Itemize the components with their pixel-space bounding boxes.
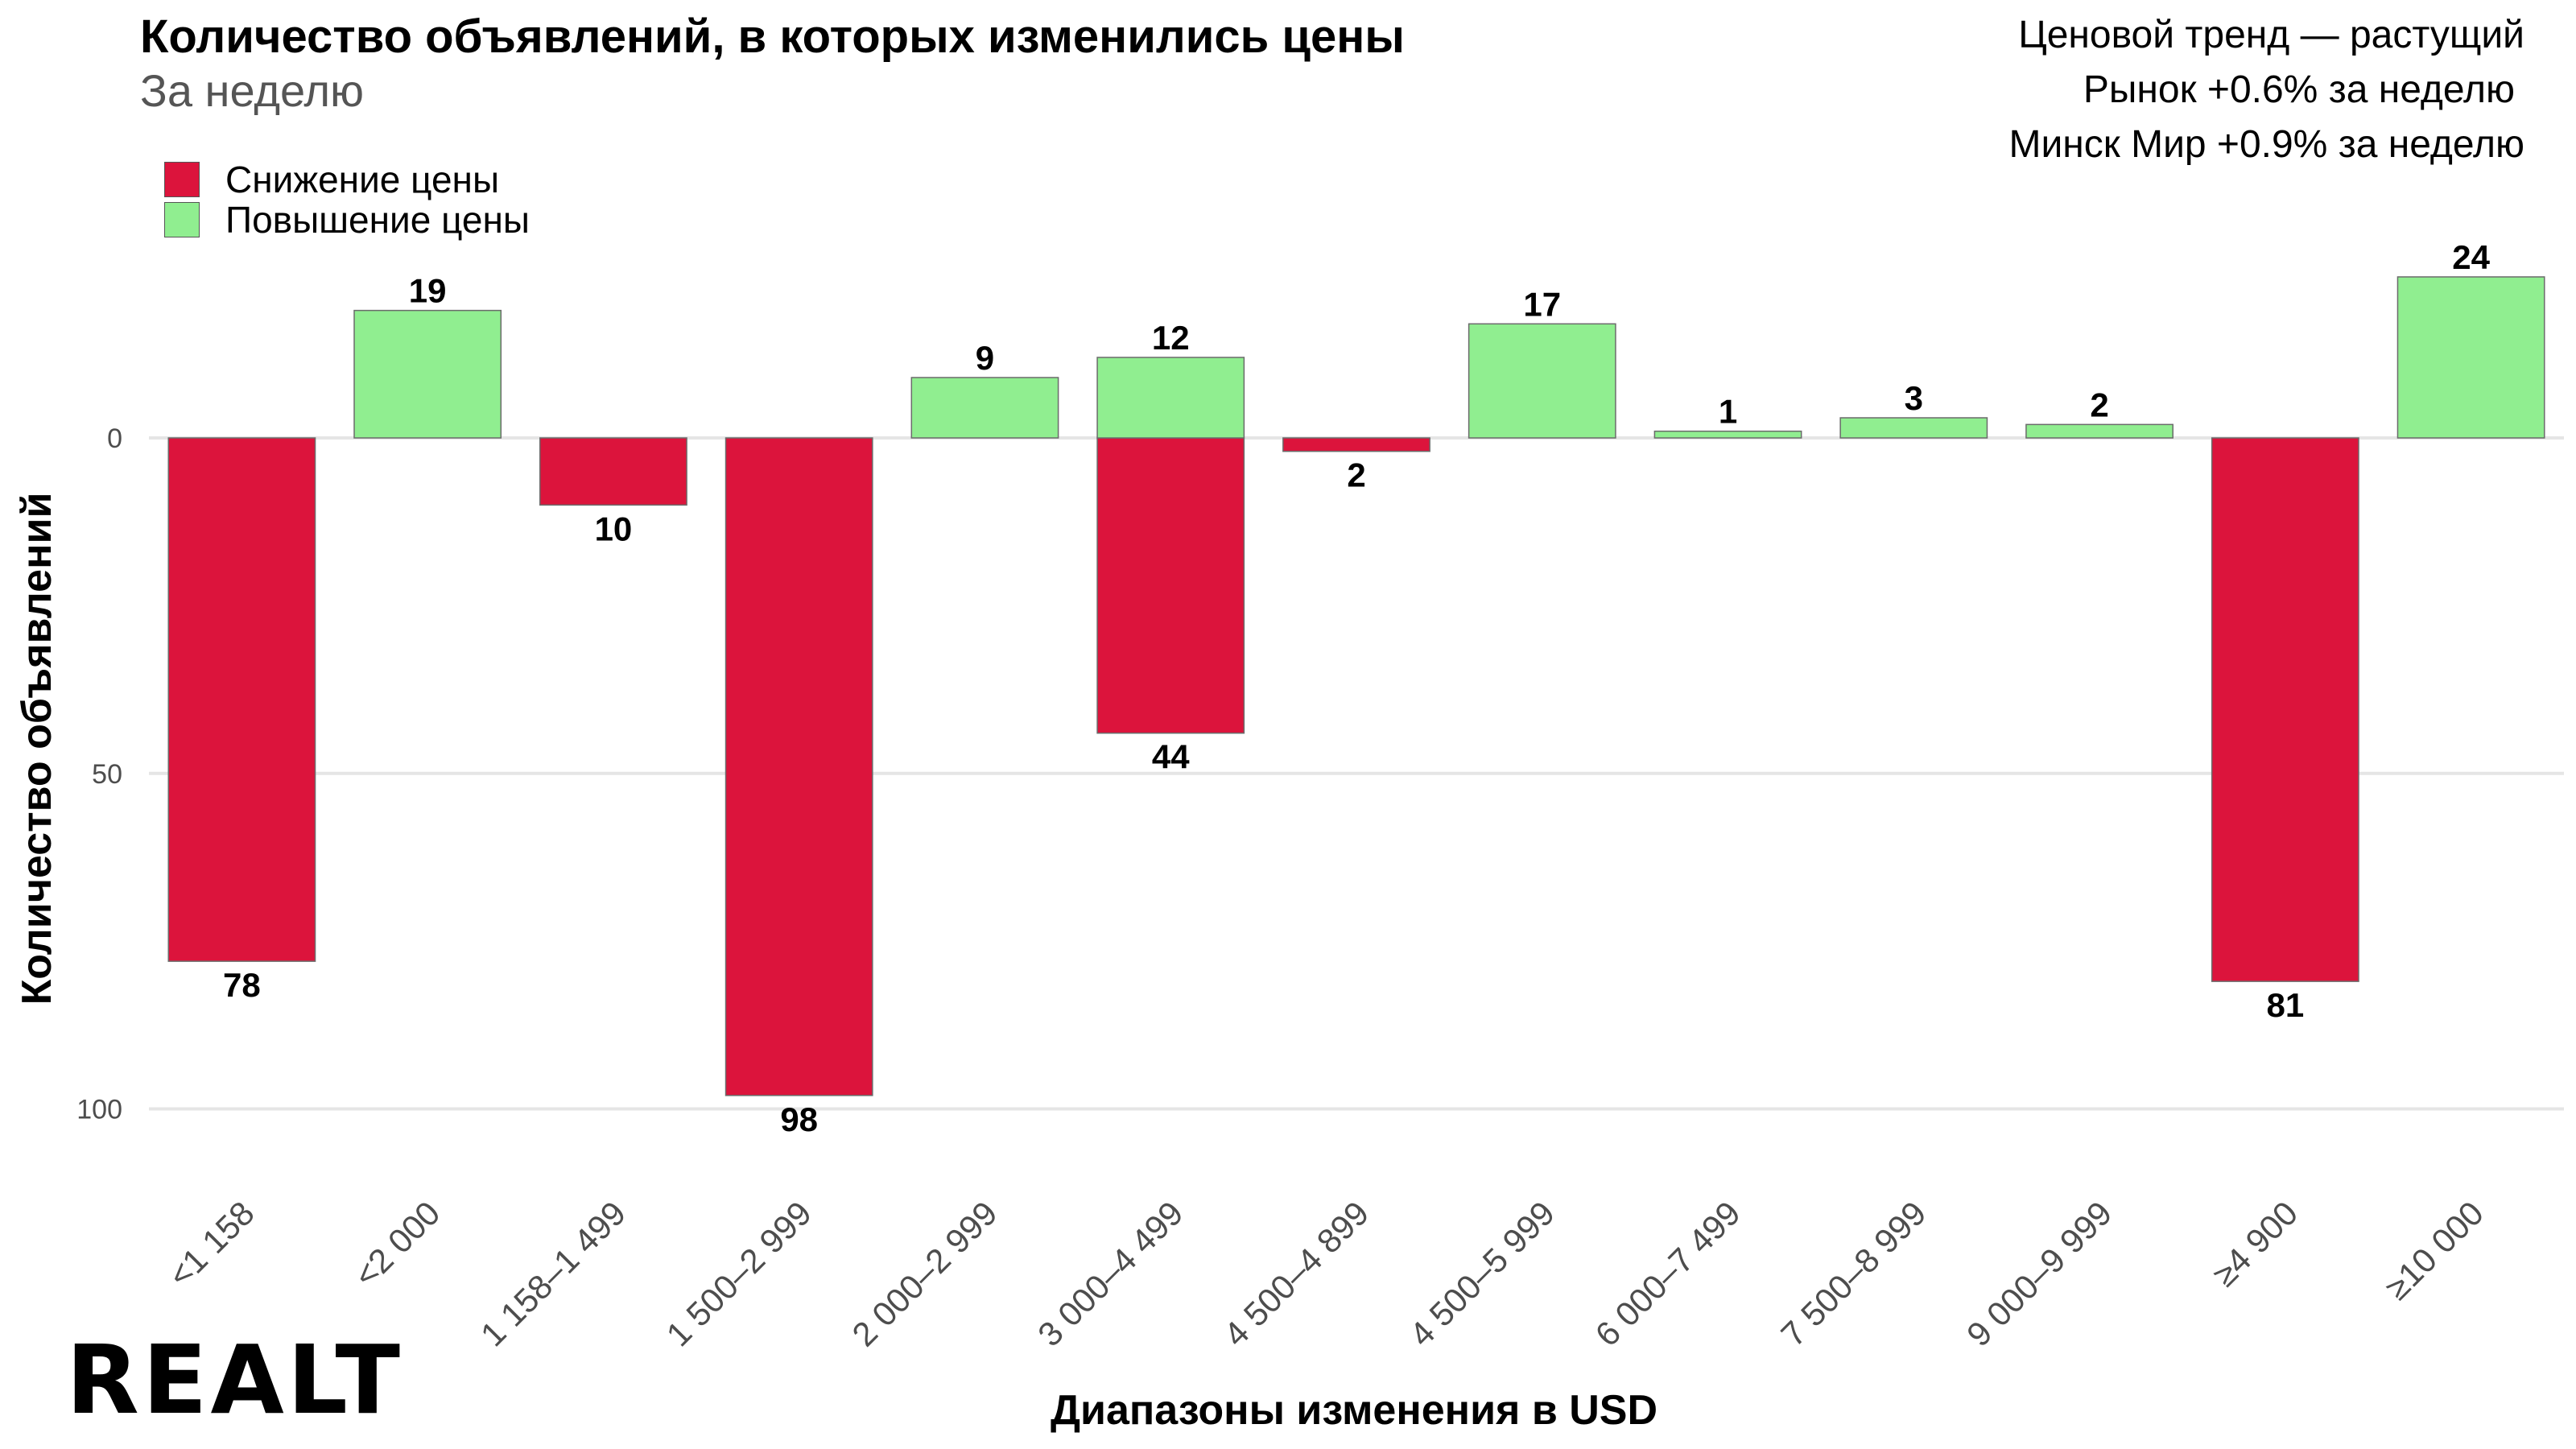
- x-tick-label: 6 000–7 499: [1588, 1194, 1748, 1353]
- data-label-decrease: 2: [1347, 456, 1365, 494]
- bar-increase: [1096, 357, 1245, 439]
- bar-increase: [1468, 323, 1616, 439]
- data-label-increase: 3: [1905, 379, 1923, 417]
- legend-swatch-increase: [164, 202, 200, 237]
- x-tick-label: 4 500–4 899: [1216, 1194, 1376, 1353]
- price-trend-text: Ценовой тренд — растущий: [2018, 14, 2524, 56]
- x-tick-label: 9 000–9 999: [1959, 1194, 2119, 1353]
- bar-increase: [910, 377, 1059, 439]
- data-label-increase: 19: [409, 272, 447, 310]
- bar-decrease: [2211, 437, 2359, 982]
- legend-swatch-decrease: [164, 162, 200, 197]
- x-tick-label: 1 158–1 499: [473, 1194, 633, 1353]
- x-tick-label: ≥4 900: [2205, 1194, 2305, 1294]
- data-label-increase: 1: [1719, 393, 1737, 431]
- legend-label-increase: Повышение цены: [225, 199, 530, 241]
- legend-label-decrease: Снижение цены: [225, 159, 500, 200]
- data-label-decrease: 10: [595, 510, 633, 547]
- bar-increase: [1839, 417, 1988, 439]
- y-tick-label: 100: [76, 1095, 122, 1125]
- data-label-increase: 24: [2452, 238, 2490, 276]
- y-tick-label: 0: [107, 423, 122, 454]
- data-label-increase: 12: [1152, 319, 1190, 357]
- x-tick-label: 1 500–2 999: [659, 1194, 819, 1353]
- bar-increase: [2396, 276, 2545, 439]
- bar-decrease: [724, 437, 873, 1096]
- data-label-increase: 2: [2090, 386, 2108, 423]
- data-label-decrease: 78: [223, 966, 261, 1004]
- realt-logo: REALT: [66, 1324, 403, 1435]
- bar-increase: [353, 309, 502, 439]
- bar-increase: [2025, 423, 2174, 439]
- chart-subtitle: За неделю: [140, 65, 365, 116]
- chart-title: Количество объявлений, в которых изменил…: [140, 10, 1405, 63]
- bar-decrease: [1282, 437, 1430, 452]
- bar-decrease: [539, 437, 687, 506]
- x-tick-label: <1 158: [161, 1194, 262, 1294]
- data-label-decrease: 81: [2266, 986, 2304, 1024]
- x-axis-label: Диапазоны изменения в USD: [1050, 1387, 1658, 1434]
- x-tick-label: <2 000: [347, 1194, 448, 1294]
- x-tick-label: 2 000–2 999: [844, 1194, 1004, 1353]
- data-label-decrease: 98: [780, 1100, 818, 1138]
- legend-item-increase: Повышение цены: [164, 198, 530, 242]
- x-tick-label: 7 500–8 999: [1773, 1194, 1933, 1353]
- bar-decrease: [167, 437, 316, 962]
- x-tick-label: 3 000–4 499: [1030, 1194, 1190, 1353]
- market-change-text: Рынок +0.6% за неделю: [2083, 68, 2515, 111]
- data-label-decrease: 44: [1152, 738, 1190, 776]
- data-label-increase: 17: [1523, 285, 1561, 323]
- data-label-increase: 9: [976, 339, 994, 377]
- bar-increase: [1653, 430, 1802, 439]
- x-tick-label: 4 500–5 999: [1402, 1194, 1562, 1353]
- y-tick-label: 50: [92, 759, 122, 790]
- legend-item-decrease: Снижение цены: [164, 158, 499, 201]
- district-change-text: Минск Мир +0.9% за неделю: [2008, 123, 2524, 166]
- x-tick-label: ≥10 000: [2378, 1194, 2491, 1307]
- bar-decrease: [1096, 437, 1245, 734]
